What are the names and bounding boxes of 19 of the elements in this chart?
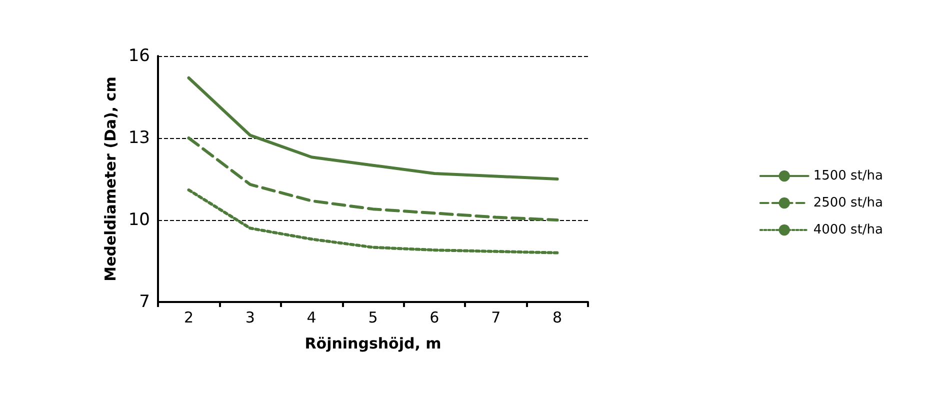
line-series: [187, 136, 559, 222]
x-tick-label: 7: [491, 308, 501, 326]
line-series: [187, 76, 559, 180]
y-tick-label: 7: [139, 292, 150, 312]
y-tick-label: 13: [128, 128, 150, 148]
y-axis-title: Medeldiameter (Da), cm: [102, 76, 120, 282]
x-tick-label: 3: [245, 308, 255, 326]
x-tick-label: 2: [184, 308, 194, 326]
line-series: [187, 188, 559, 254]
x-axis-title: Röjningshöjd, m: [304, 334, 442, 352]
x-tick-label: 4: [306, 308, 316, 326]
y-tick-label: 16: [128, 46, 150, 66]
legend-label: 4000 st/ha: [813, 222, 883, 238]
x-tick-label: 6: [430, 308, 440, 326]
x-tick-label: 8: [552, 308, 562, 326]
legend-label: 2500 st/ha: [813, 196, 883, 210]
x-tick-label: 5: [368, 308, 378, 326]
legend-label: 1500 st/ha: [813, 168, 883, 184]
y-tick-label: 10: [128, 210, 150, 230]
